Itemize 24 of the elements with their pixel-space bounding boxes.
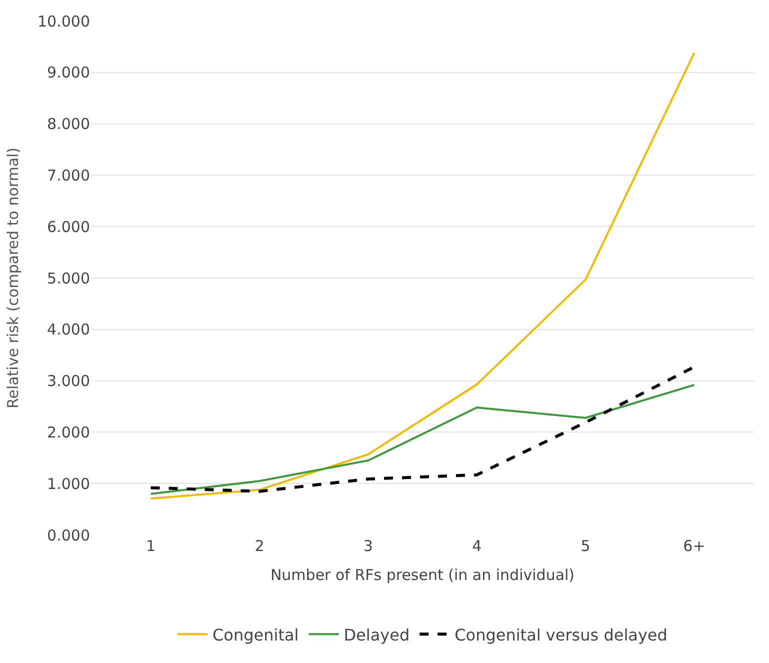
- y-tick-label: 8.000: [47, 115, 90, 134]
- y-tick-label: 0.000: [47, 526, 90, 544]
- legend-label: Congenital: [212, 625, 299, 644]
- y-tick-label: 5.000: [47, 269, 90, 288]
- x-tick-label: 4: [472, 537, 482, 555]
- legend-label: Delayed: [344, 625, 410, 644]
- x-tick-label: 2: [254, 537, 264, 555]
- y-axis-title: Relative risk (compared to normal): [4, 147, 22, 409]
- legend-label: Congenital versus delayed: [454, 625, 668, 644]
- x-tick-label: 3: [363, 537, 373, 555]
- y-tick-label: 4.000: [47, 320, 90, 339]
- y-tick-label: 1.000: [47, 474, 90, 493]
- line-series: [150, 384, 696, 495]
- line-series: [150, 52, 696, 500]
- x-tick-label: 6+: [683, 537, 706, 555]
- x-tick-label: 5: [580, 537, 590, 555]
- y-tick-label: 10.000: [38, 12, 90, 30]
- x-axis-title: Number of RFs present (in an individual): [270, 566, 575, 584]
- y-tick-label: 2.000: [47, 423, 90, 442]
- y-tick-label: 7.000: [47, 166, 90, 184]
- y-tick-label: 3.000: [47, 372, 90, 390]
- y-tick-label: 6.000: [47, 218, 90, 236]
- y-tick-label: 9.000: [47, 64, 90, 82]
- x-tick-label: 1: [146, 537, 156, 555]
